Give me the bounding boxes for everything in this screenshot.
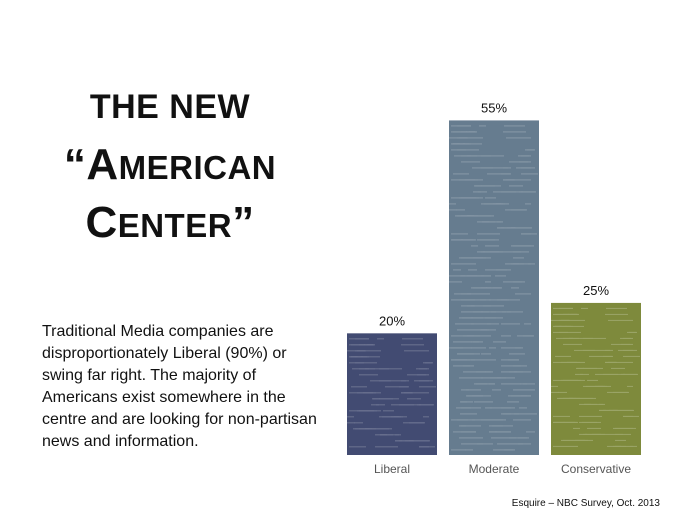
title-line-1: THE NEW [89, 88, 251, 126]
title-line-3: CENTER” [20, 194, 320, 252]
title-rest-center: ENTER [117, 207, 233, 244]
bar-texture-liberal [347, 338, 436, 448]
category-label-moderate: Moderate [469, 462, 520, 476]
bar-conservative [551, 302, 641, 455]
chart-layer: 20% Liberal 55% Moderate 25% Conservative [347, 100, 641, 476]
title-line-2: “AMERICAN [20, 136, 320, 194]
data-label-conservative: 25% [583, 283, 609, 298]
title-close-quote: ” [232, 198, 255, 247]
data-label-liberal: 20% [379, 313, 405, 328]
source-citation: Esquire – NBC Survey, Oct. 2013 [511, 498, 660, 509]
bar-liberal [347, 333, 437, 455]
title-open-quote: “ [63, 140, 87, 189]
bar-moderate [449, 120, 539, 456]
description-text: Traditional Media companies are dispropo… [42, 323, 317, 450]
data-label-moderate: 55% [481, 100, 507, 115]
bar-texture-moderate [449, 125, 538, 451]
page-title: THE NEW “AMERICAN CENTER” [20, 78, 320, 252]
category-label-liberal: Liberal [374, 462, 410, 476]
category-label-conservative: Conservative [561, 462, 631, 476]
title-rest-american: MERICAN [118, 149, 277, 186]
bar-texture-conservative [551, 307, 640, 447]
title-cap-a: A [86, 140, 119, 189]
title-cap-c: C [85, 198, 118, 247]
